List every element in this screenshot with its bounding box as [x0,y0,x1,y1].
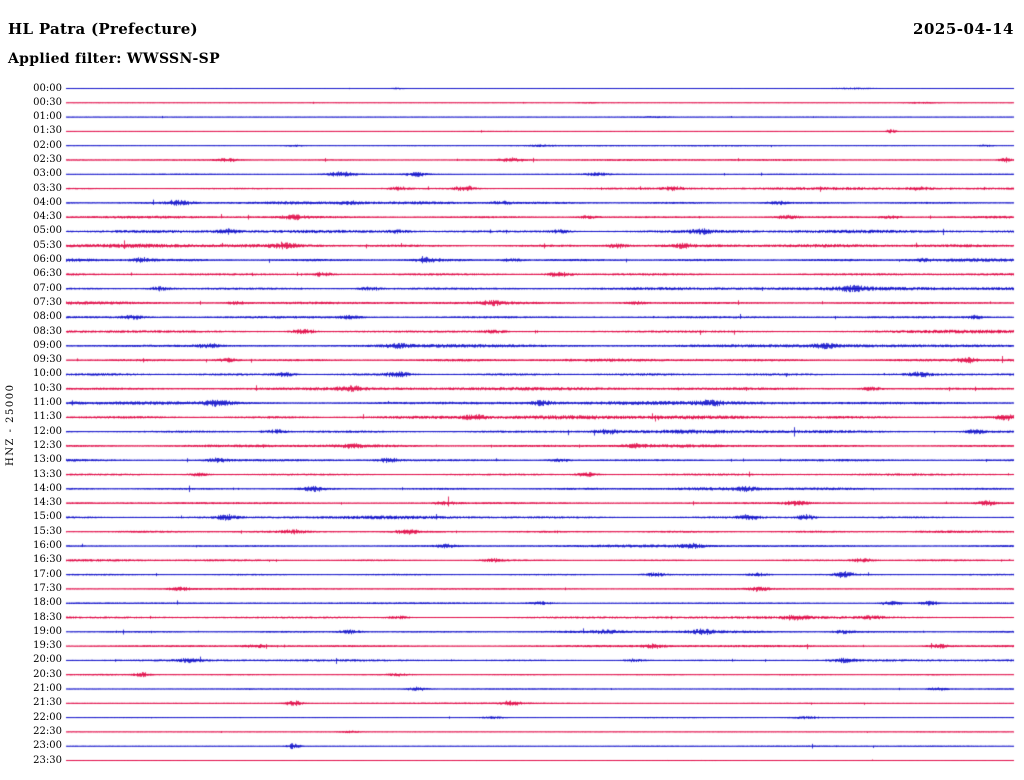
trace-time-label: 08:00 [33,311,62,323]
trace-time-label: 17:00 [33,568,62,580]
trace-time-label: 04:00 [33,196,62,208]
trace-time-label: 23:00 [33,740,62,752]
trace-time-label: 04:30 [33,211,62,223]
trace-time-label: 00:30 [33,96,62,108]
trace-time-label: 05:00 [33,225,62,237]
trace-time-label: 18:00 [33,597,62,609]
trace-time-label: 02:00 [33,139,62,151]
trace-time-label: 06:00 [33,254,62,266]
trace-time-label: 21:00 [33,683,62,694]
trace-time-label: 06:30 [33,268,62,280]
trace-time-label: 23:30 [33,754,62,766]
trace-time-label: 01:30 [33,125,62,137]
station-title: HL Patra (Prefecture) [8,20,198,38]
trace-time-label: 02:30 [33,153,62,165]
trace-time-label: 14:00 [33,482,62,494]
trace-time-label: 15:30 [33,525,62,537]
trace-time-label: 12:30 [33,439,62,451]
trace-time-label: 10:30 [33,382,62,394]
trace-time-label: 03:30 [33,182,62,194]
trace-time-label: 20:00 [33,654,62,666]
trace-time-label: 20:30 [33,668,62,680]
trace-time-label: 22:30 [33,725,62,737]
trace-time-label: 14:30 [33,497,62,509]
trace-time-label: 16:00 [33,540,62,552]
trace-time-label: 19:00 [33,625,62,637]
trace-time-label: 16:30 [33,554,62,566]
trace-time-label: 19:30 [33,640,62,652]
trace-time-label: 13:30 [33,468,62,480]
trace-time-label: 22:00 [33,711,62,723]
trace-time-label: 21:30 [33,697,62,709]
applied-filter-label: Applied filter: WWSSN-SP [8,51,220,67]
trace-time-label: 09:00 [33,339,62,351]
trace-time-label: 12:00 [33,425,62,437]
trace-time-label: 08:30 [33,325,62,337]
trace-time-label: 05:30 [33,239,62,251]
trace-time-label: 01:00 [33,111,62,123]
trace-time-label: 18:30 [33,611,62,623]
trace-time-label: 07:00 [33,282,62,294]
trace-time-label: 11:30 [33,411,62,423]
trace-time-label: 17:30 [33,582,62,594]
trace-time-label: 07:30 [33,296,62,308]
trace-time-label: 11:00 [33,397,62,409]
trace-time-label: 15:00 [33,511,62,523]
trace-time-label: 10:00 [33,368,62,380]
trace-time-label: 13:00 [33,454,62,466]
plot-date: 2025-04-14 [913,20,1014,38]
trace-time-label: 00:00 [33,82,62,94]
trace-time-label: 03:00 [33,168,62,180]
trace-time-label: 09:30 [33,354,62,366]
